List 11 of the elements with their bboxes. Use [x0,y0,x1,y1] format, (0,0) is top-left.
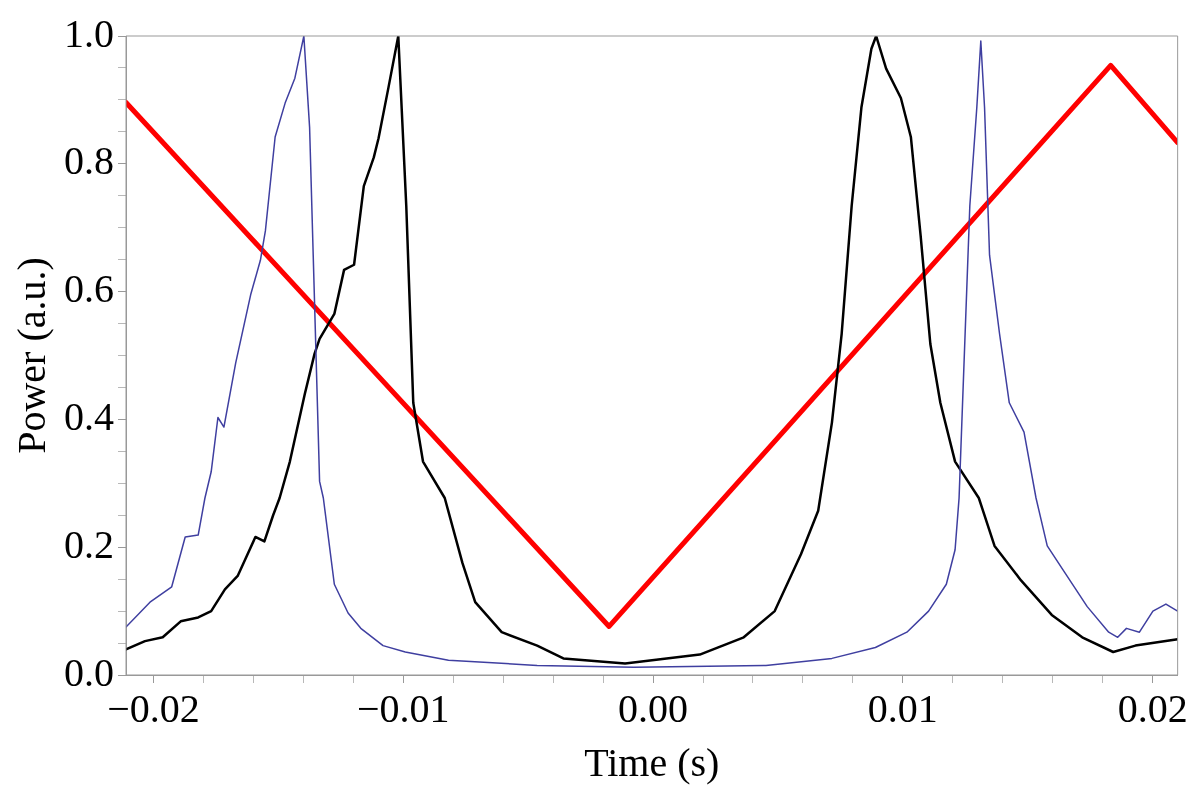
x-axis-title: Time (s) [584,739,720,785]
x-tick-label: 0.01 [867,685,938,731]
y-tick-label: 1.0 [64,10,114,56]
y-tick-label: 0.2 [64,521,114,567]
y-tick-label: 0.6 [64,266,114,312]
y-tick-label: 0.8 [64,138,114,184]
x-tick-label: 0.00 [618,685,689,731]
y-tick-label: 0.4 [64,393,114,439]
y-axis-title: Power (a.u.) [8,257,54,454]
x-tick-label: −0.01 [356,685,450,731]
x-tick-label: 0.02 [1117,685,1188,731]
